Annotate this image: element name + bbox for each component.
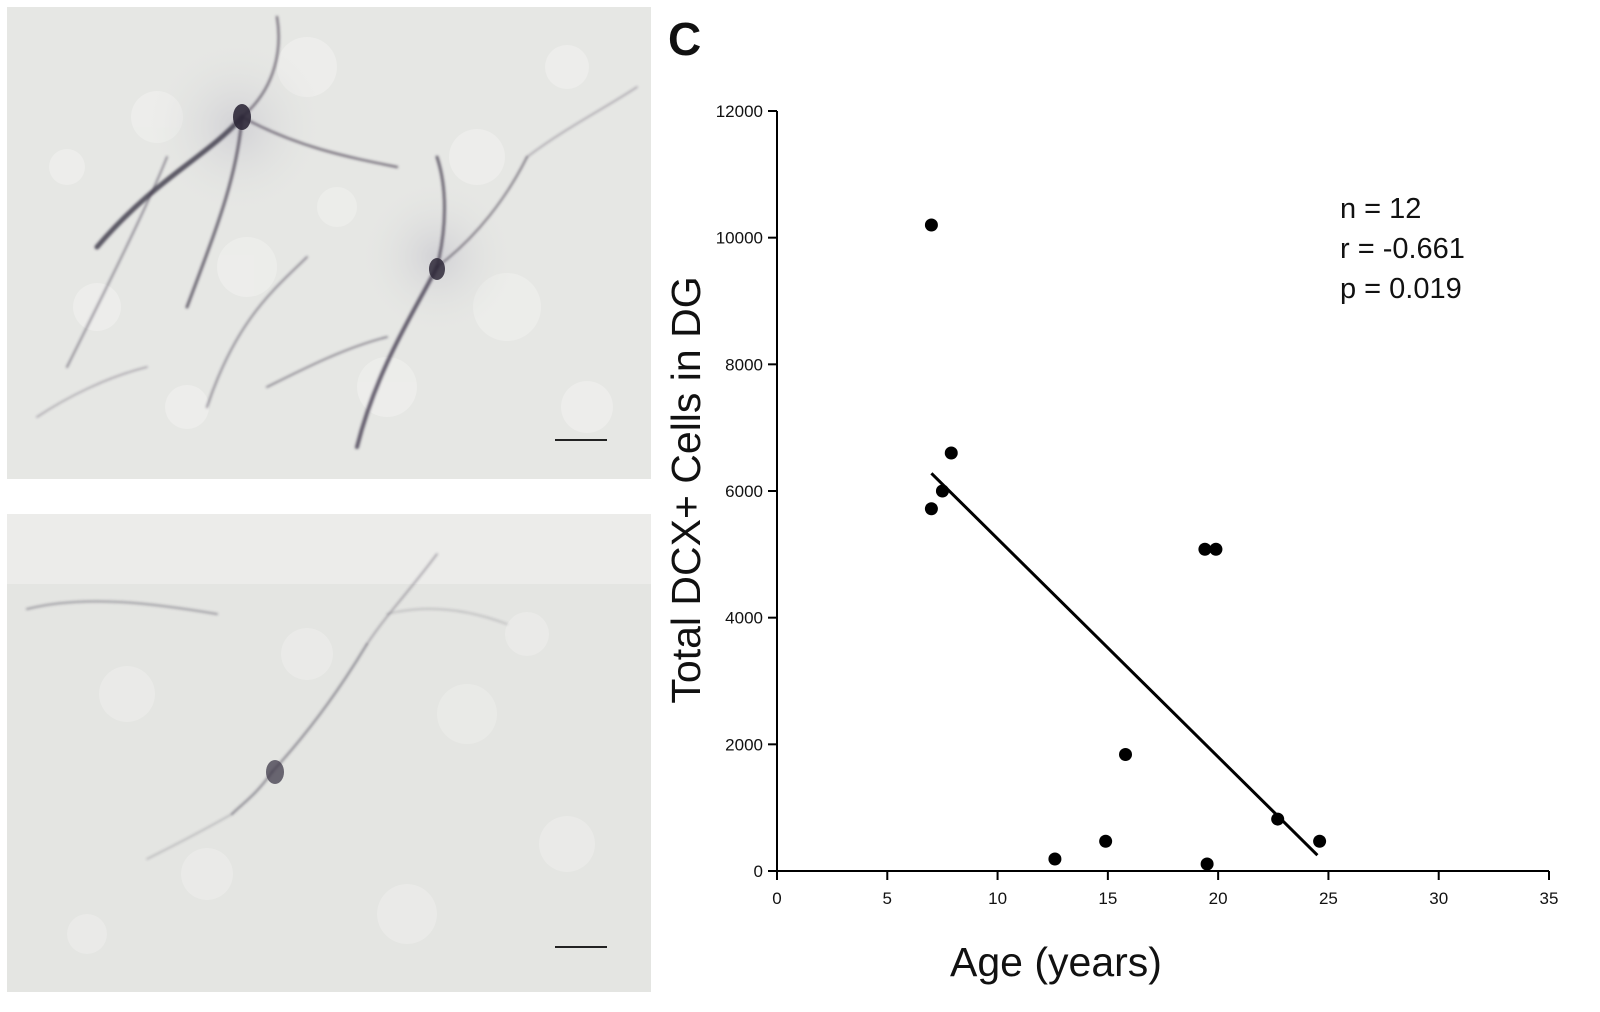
stat-n: n = 12: [1340, 193, 1421, 225]
micrograph-b-cell-body: [266, 760, 284, 784]
x-axis-ticks: 0 5 10 15 20 25 30 35: [772, 871, 1558, 908]
micrograph-b-neurons: [26, 553, 508, 860]
micrograph-a-cell-body: [233, 104, 251, 130]
x-tick-label: 5: [883, 889, 892, 908]
stat-p: p = 0.019: [1340, 273, 1462, 305]
x-tick-label: 0: [772, 889, 781, 908]
data-points: [924, 218, 1327, 871]
x-tick-label: 10: [988, 889, 1007, 908]
micrograph-b-bright-edge: [7, 514, 651, 584]
micrograph-a-neurons: [36, 15, 638, 449]
y-axis-ticks: 0 2000 4000 6000 8000 10000 12000: [716, 102, 777, 881]
scatter-chart: 0 2000 4000 6000 8000 10000 12000 0 5 10 15 20 25 30…: [663, 102, 1558, 985]
x-tick-label: 15: [1098, 889, 1117, 908]
stat-r: r = -0.661: [1340, 233, 1465, 265]
micrograph-b-background: [7, 514, 651, 992]
y-tick-label: 0: [754, 862, 763, 881]
data-point: [1313, 834, 1327, 848]
data-point: [1048, 852, 1062, 866]
y-tick-label: 2000: [725, 735, 763, 754]
micrograph-a-stain-halo-2: [357, 177, 517, 337]
data-point: [1119, 747, 1133, 761]
y-axis-title: Total DCX+ Cells in DG: [663, 276, 709, 703]
data-point: [944, 446, 958, 460]
x-tick-label: 30: [1429, 889, 1448, 908]
data-point: [1200, 857, 1214, 871]
data-point: [935, 484, 949, 498]
data-point: [1198, 542, 1212, 556]
micrograph-a: [7, 7, 651, 479]
panel-label-c: C: [668, 13, 702, 65]
x-tick-label: 25: [1319, 889, 1338, 908]
x-tick-label: 20: [1209, 889, 1228, 908]
y-tick-label: 6000: [725, 482, 763, 501]
x-tick-label: 35: [1540, 889, 1559, 908]
micrograph-b: [7, 514, 651, 992]
chart-axes: [776, 111, 1549, 872]
micrograph-b-cell-texture: [67, 612, 595, 954]
y-tick-label: 12000: [716, 102, 763, 121]
data-point: [1209, 542, 1223, 556]
y-tick-label: 8000: [725, 355, 763, 374]
regression-line: [930, 472, 1319, 857]
x-axis-title: Age (years): [950, 939, 1162, 985]
micrograph-a-cell-body-2: [429, 258, 445, 280]
data-point: [1271, 812, 1285, 826]
data-point: [924, 502, 938, 516]
y-tick-label: 4000: [725, 609, 763, 628]
data-point: [1099, 834, 1113, 848]
data-point: [924, 218, 938, 232]
y-tick-label: 10000: [716, 229, 763, 248]
